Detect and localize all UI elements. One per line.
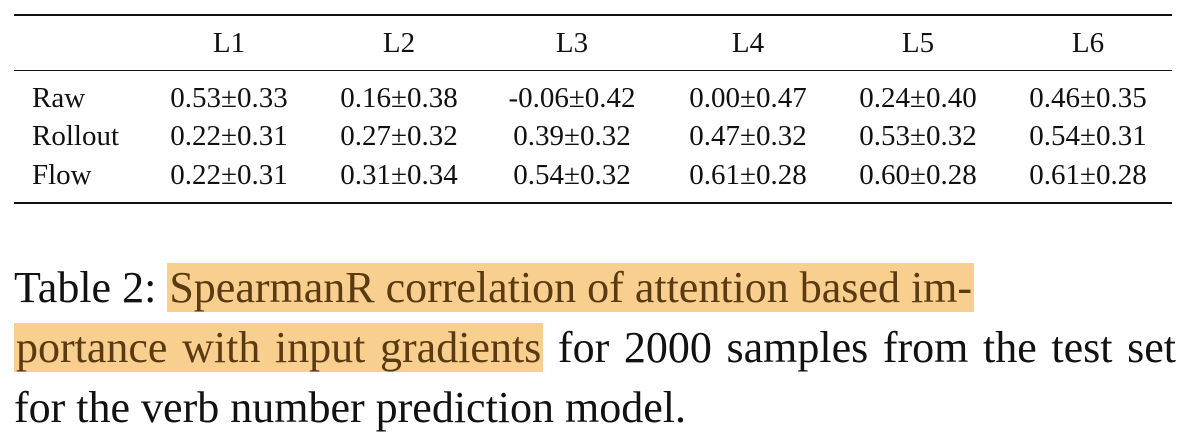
table-cell: 0.22±0.31 xyxy=(170,159,288,191)
table-header-rule xyxy=(14,70,1172,71)
table-cell: 0.53±0.32 xyxy=(859,120,977,152)
table-cell: 0.54±0.31 xyxy=(1029,120,1147,152)
column-header-l2: L2 xyxy=(382,27,416,59)
column-header-l3: L3 xyxy=(555,27,589,59)
table-cell: 0.60±0.28 xyxy=(859,159,977,191)
table-cell: 0.47±0.32 xyxy=(689,120,807,152)
row-label-raw: Raw xyxy=(32,82,86,114)
table-top-rule xyxy=(14,14,1172,16)
table-cell: -0.06±0.42 xyxy=(508,82,636,114)
table-cell: 0.61±0.28 xyxy=(1029,159,1147,191)
column-header-l5: L5 xyxy=(901,27,935,59)
table-cell: 0.61±0.28 xyxy=(689,159,807,191)
column-header-l1: L1 xyxy=(212,27,246,59)
table-cell: 0.16±0.38 xyxy=(340,82,458,114)
table-caption: Table 2: SpearmanR correlation of attent… xyxy=(14,258,1176,438)
caption-highlight-second: portance with input gradients xyxy=(14,323,544,372)
row-label-flow: Flow xyxy=(32,159,92,191)
caption-label: Table 2: xyxy=(14,263,168,312)
table-cell: 0.24±0.40 xyxy=(859,82,977,114)
table-cell: 0.39±0.32 xyxy=(513,120,631,152)
caption-highlight-first: SpearmanR correlation of attention based… xyxy=(167,263,975,312)
column-header-l4: L4 xyxy=(731,27,765,59)
table-cell: 0.46±0.35 xyxy=(1029,82,1147,114)
table-cell: 0.54±0.32 xyxy=(513,159,631,191)
caption-rest: for 2000 samples from the test set for t… xyxy=(14,323,1176,432)
table-cell: 0.27±0.32 xyxy=(340,120,458,152)
row-label-rollout: Rollout xyxy=(32,120,120,152)
table-cell: 0.00±0.47 xyxy=(689,82,807,114)
table-cell: 0.22±0.31 xyxy=(170,120,288,152)
table-cell: 0.31±0.34 xyxy=(340,159,458,191)
table-bottom-rule xyxy=(14,202,1172,204)
table-cell: 0.53±0.33 xyxy=(170,82,288,114)
column-header-l6: L6 xyxy=(1071,27,1105,59)
